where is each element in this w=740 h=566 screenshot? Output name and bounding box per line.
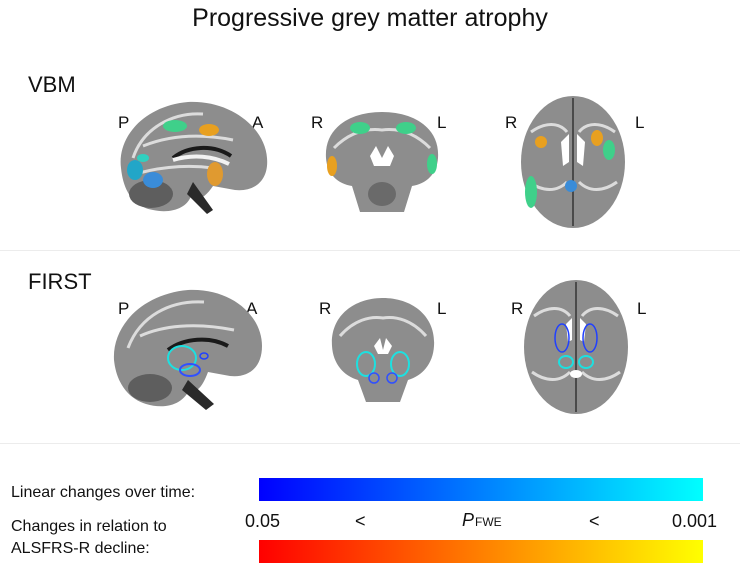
less-than-symbol: < <box>355 511 366 531</box>
first-axial-brain-slice <box>524 280 628 414</box>
p-fwe-label: PFWE <box>462 510 502 531</box>
orientation-label-left: P <box>118 299 130 318</box>
legend-relation-label-line1: Changes in relation to <box>11 518 167 535</box>
vbm-axial-brain-slice <box>521 96 625 228</box>
orientation-label-right: A <box>252 113 264 132</box>
row-label-vbm: VBM <box>28 72 76 97</box>
vbm-coronal-brain-slice <box>325 112 439 212</box>
colorbar-max-tick: 0.001 <box>672 511 718 531</box>
figure-title: Progressive grey matter atrophy <box>192 4 548 32</box>
legend-relation-label-line2: ALSFRS-R decline: <box>11 540 150 557</box>
orientation-label-left: R <box>505 113 518 132</box>
p-subscript: FWE <box>475 515 502 529</box>
linear-colorbar <box>259 478 703 501</box>
legend-linear-label: Linear changes over time: <box>11 484 196 501</box>
vbm-sagittal-brain-slice <box>120 101 268 214</box>
colorbar-min-tick: 0.05 <box>245 511 281 531</box>
orientation-label-left: P <box>118 113 130 132</box>
orientation-label-left: R <box>511 299 524 318</box>
less-than-symbol: < <box>589 511 600 531</box>
p-symbol: P <box>462 510 475 530</box>
row-label-first: FIRST <box>28 269 92 294</box>
orientation-label-left: R <box>311 113 324 132</box>
orientation-label-right: A <box>246 299 258 318</box>
row-divider <box>0 443 740 444</box>
relation-colorbar <box>259 540 703 563</box>
row-divider <box>0 250 740 251</box>
orientation-label-right: L <box>437 113 447 132</box>
first-coronal-brain-slice <box>331 298 435 402</box>
orientation-label-right: L <box>635 113 645 132</box>
orientation-label-left: R <box>319 299 332 318</box>
first-sagittal-brain-slice <box>113 289 262 410</box>
orientation-label-right: L <box>637 299 647 318</box>
orientation-label-right: L <box>437 299 447 318</box>
